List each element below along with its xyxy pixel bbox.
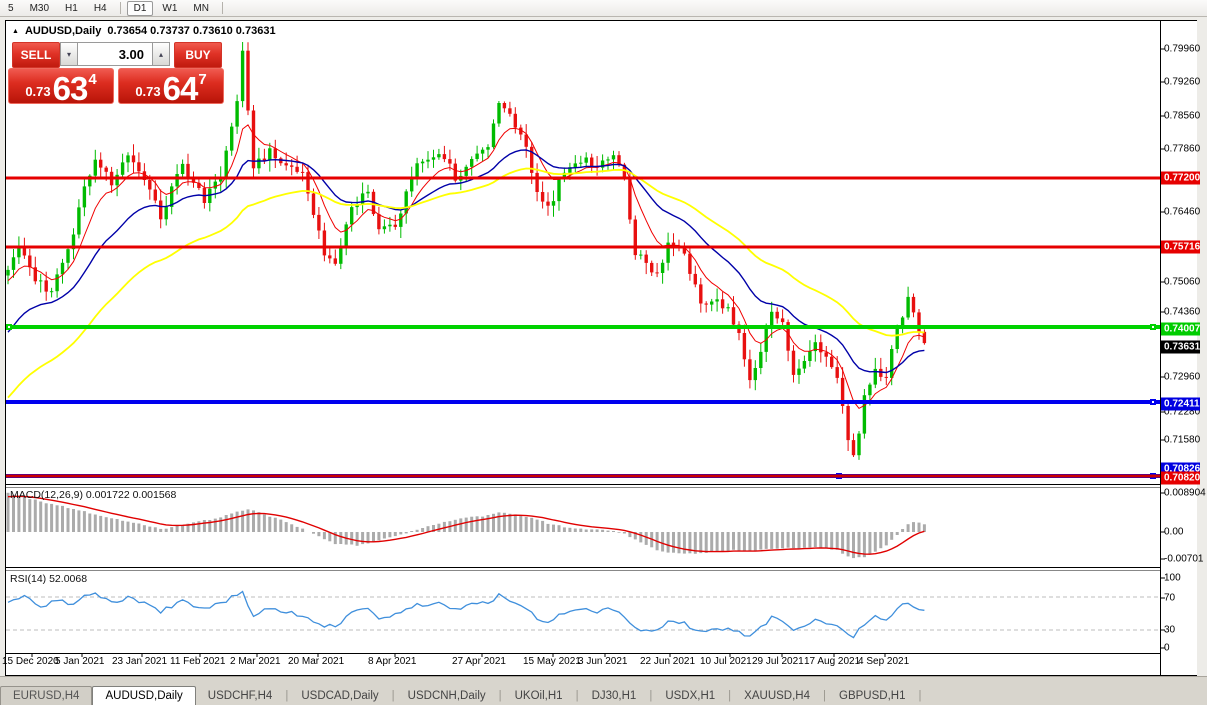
main-macd-separator[interactable]: [6, 484, 1160, 485]
tab-separator: |: [649, 690, 653, 702]
date-axis-label: 8 Apr 2021: [368, 656, 417, 667]
axis-price-label: 0.71580: [1164, 434, 1201, 446]
buy-price-prefix: 0.73: [135, 84, 161, 99]
axis-price-label: 0.74360: [1164, 306, 1201, 318]
tab-separator: |: [823, 690, 826, 702]
window-right-gutter: [1197, 17, 1207, 676]
axis-price-label: 100: [1164, 572, 1181, 584]
date-axis-label: 2 Mar 2021: [230, 656, 281, 667]
price-axis-border: [1160, 20, 1161, 675]
axis-price-label: 0.79960: [1164, 43, 1201, 55]
chart-tab-usdcnh[interactable]: USDCNH,Daily: [407, 690, 486, 702]
spin-down-icon: ▾: [66, 49, 71, 59]
date-axis-label: 4 Sep 2021: [858, 656, 910, 667]
date-axis-label: 27 Apr 2021: [452, 656, 506, 667]
date-axis-label: 5 Jan 2021: [55, 656, 105, 667]
axis-price-label: 0.78560: [1164, 110, 1201, 122]
timeframe-button-mn[interactable]: MN: [193, 2, 209, 14]
volume-decrease-button[interactable]: ▾: [60, 42, 78, 66]
chart-tab-audusd[interactable]: AUDUSD,Daily: [92, 686, 196, 705]
chart-tab-usdx[interactable]: USDX,H1: [665, 690, 716, 702]
price-line-label: 0.70820: [1161, 471, 1200, 485]
spin-up-icon: ▴: [158, 49, 163, 59]
price-line-label: 0.77200: [1161, 171, 1200, 185]
axis-price-label: 0: [1164, 642, 1170, 654]
tab-separator: |: [498, 690, 502, 702]
chart-tab-ukoil[interactable]: UKOil,H1: [514, 690, 563, 702]
price-line-label: 0.72411: [1161, 397, 1200, 411]
axis-price-label: 0.72280: [1164, 406, 1201, 418]
rsi-label: RSI(14) 52.0068: [10, 573, 88, 585]
date-axis-label: 15 May 2021: [523, 656, 581, 667]
collapse-arrow-icon[interactable]: ▲: [12, 27, 19, 35]
volume-increase-button[interactable]: ▴: [152, 42, 170, 66]
axis-price-label: 0.008904: [1164, 487, 1206, 499]
date-axis-label: 29 Jul 2021: [752, 656, 804, 667]
timeframe-button-h4[interactable]: H4: [93, 2, 107, 14]
tab-separator: |: [285, 690, 289, 702]
toolbar-separator: [119, 2, 121, 14]
toolbar-separator: [221, 2, 223, 14]
sell-price-prefix: 0.73: [25, 84, 51, 99]
timeframe-toolbar: 5 M30 H1 H4 D1 W1 MN: [0, 0, 1207, 17]
timeframe-button-w1[interactable]: W1: [162, 2, 178, 14]
date-axis-label: 17 Aug 2021: [804, 656, 861, 667]
axis-price-label: 0.77860: [1164, 143, 1201, 155]
timeframe-button-h1[interactable]: H1: [65, 2, 78, 14]
axis-price-label: 0.00: [1164, 526, 1184, 538]
date-axis-label: 3 Jun 2021: [578, 656, 628, 667]
timeframe-button-5[interactable]: 5: [8, 2, 14, 14]
macd-pane-top-border: [6, 487, 1160, 488]
axis-price-label: 0.72960: [1164, 371, 1201, 383]
price-line-label: 0.73631: [1161, 340, 1200, 354]
tab-separator: |: [728, 690, 732, 702]
sell-price-pips: 63: [52, 70, 89, 107]
price-line-label: 0.74007: [1161, 322, 1200, 336]
date-axis-label: 11 Feb 2021: [170, 656, 226, 667]
chart-tab-gbpusd[interactable]: GBPUSD,H1: [839, 690, 906, 702]
buy-button[interactable]: BUY: [174, 42, 222, 68]
axis-price-label: 0.79260: [1164, 76, 1201, 88]
chart-symbol: AUDUSD,Daily: [24, 25, 102, 37]
chart-tab-usdchf[interactable]: USDCHF,H4: [207, 690, 273, 702]
tab-separator: |: [391, 690, 395, 702]
chart-tab-xauusd[interactable]: XAUUSD,H4: [744, 690, 810, 702]
date-axis-label: 10 Jul 2021: [700, 656, 752, 667]
rsi-bottom-border: [6, 653, 1160, 654]
macd-label: MACD(12,26,9) 0.001722 0.001568: [10, 489, 177, 501]
axis-price-label: 70: [1164, 592, 1176, 604]
chart-tab-eurusd[interactable]: EURUSD,H4: [0, 686, 93, 705]
price-line-label: 0.75716: [1161, 240, 1200, 254]
axis-price-label: 0.75060: [1164, 276, 1201, 288]
timeframe-button-m30[interactable]: M30: [29, 2, 50, 14]
axis-price-label: 30: [1164, 624, 1176, 636]
macd-rsi-separator[interactable]: [6, 567, 1160, 568]
chart-header: ▲ AUDUSD,Daily 0.73654 0.73737 0.73610 0…: [12, 25, 276, 37]
date-axis-label: 20 Mar 2021: [288, 656, 345, 667]
chart-tab-bar: EURUSD,H4 AUDUSD,Daily USDCHF,H4 | USDCAD,Da…: [0, 676, 1207, 705]
axis-price-label: 0.76460: [1164, 206, 1201, 218]
timeframe-button-d1[interactable]: D1: [126, 0, 154, 16]
tab-separator: |: [918, 690, 922, 702]
buy-price-pips: 64: [162, 70, 199, 107]
sell-price-panel[interactable]: 0.73 63 4: [8, 68, 114, 107]
rsi-pane-top-border: [6, 570, 1160, 571]
date-axis-label: 15 Dec 2020: [2, 656, 59, 667]
buy-price-point: 7: [198, 71, 207, 88]
date-axis-label: 22 Jun 2021: [640, 656, 696, 667]
volume-input[interactable]: [78, 42, 152, 66]
date-axis-label: 23 Jan 2021: [112, 656, 168, 667]
chart-tab-usdcad[interactable]: USDCAD,Daily: [301, 690, 379, 702]
axis-price-label: -0.00701: [1164, 553, 1204, 565]
chart-ohlc-values: 0.73654 0.73737 0.73610 0.73631: [107, 25, 276, 37]
sell-price-point: 4: [88, 71, 97, 88]
sell-button[interactable]: SELL: [12, 42, 60, 68]
tab-separator: |: [575, 690, 579, 702]
chart-tab-dj30[interactable]: DJ30,H1: [591, 690, 637, 702]
buy-price-panel[interactable]: 0.73 64 7: [118, 68, 224, 107]
